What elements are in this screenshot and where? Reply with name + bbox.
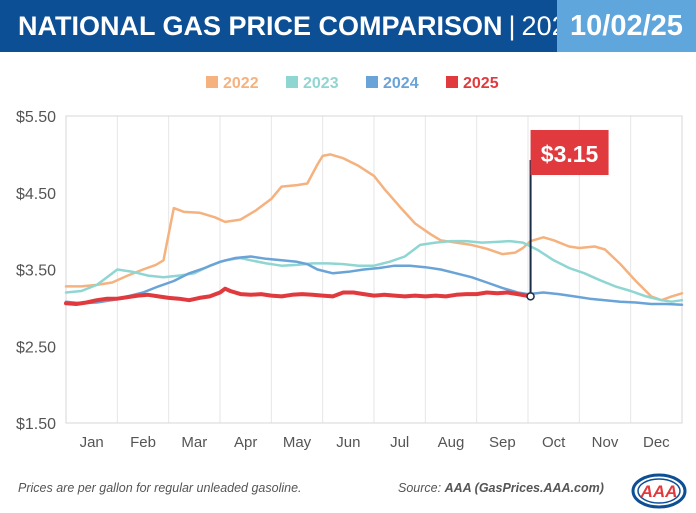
y-tick-label: $4.50 (16, 186, 56, 203)
source-prefix: Source: (398, 481, 445, 495)
series-line-2025 (64, 286, 533, 306)
series-line-2022 (64, 153, 684, 302)
month-label: Feb (130, 434, 156, 451)
logo-text: AAA (640, 482, 678, 501)
callout-marker (526, 292, 535, 301)
month-label: Jun (336, 434, 360, 451)
title-separator: | (508, 11, 516, 41)
month-label: Jul (390, 434, 409, 451)
plot-frame (65, 115, 683, 424)
footnote: Prices are per gallon for regular unlead… (18, 481, 302, 495)
month-label: Jan (80, 434, 104, 451)
date-label: 10/02/25 (570, 10, 683, 42)
series-line-2023 (64, 239, 684, 303)
month-label: Sep (489, 434, 516, 451)
legend-label-2025: 2025 (463, 75, 499, 92)
gas-price-chart: 2022 2023 2024 2025 $5.50 $4.50 $3.50 $2.50 $1.… (0, 52, 696, 470)
series-line-2024 (64, 255, 684, 307)
logo-ring (631, 473, 687, 509)
legend-swatch-2022 (206, 76, 218, 88)
y-tick-label: $2.50 (16, 339, 56, 356)
series-lines (64, 153, 684, 307)
legend-swatch-2025 (446, 76, 458, 88)
price-callout: $3.15 (526, 130, 609, 301)
month-label: Mar (181, 434, 207, 451)
aaa-logo: AAA (631, 473, 687, 509)
y-axis: $5.50 $4.50 $3.50 $2.50 $1.50 (16, 109, 56, 433)
legend-label-2023: 2023 (303, 75, 339, 92)
month-label: May (283, 434, 312, 451)
page-title: NATIONAL GAS PRICE COMPARISON|2022-2025 (18, 10, 651, 42)
logo-inner-ring (637, 478, 681, 504)
footer: Prices are per gallon for regular unlead… (0, 470, 696, 513)
month-label: Oct (542, 434, 566, 451)
callout-box (530, 130, 609, 175)
callout-label: $3.15 (541, 141, 599, 167)
chart-legend: 2022 2023 2024 2025 (206, 75, 499, 92)
source-name: AAA (GasPrices.AAA.com) (444, 481, 604, 495)
month-label: Dec (643, 434, 670, 451)
chart-background (0, 52, 696, 470)
legend-label-2024: 2024 (383, 75, 419, 92)
y-tick-label: $5.50 (16, 109, 56, 126)
x-axis: Jan Feb Mar Apr May Jun Jul Aug Sep Oct Nov Dec (80, 434, 671, 451)
month-label: Apr (234, 434, 257, 451)
month-label: Aug (438, 434, 465, 451)
header-bar: NATIONAL GAS PRICE COMPARISON|2022-2025 … (0, 0, 696, 52)
title-text: NATIONAL GAS PRICE COMPARISON (18, 11, 503, 41)
legend-label-2022: 2022 (223, 75, 259, 92)
y-tick-label: $3.50 (16, 263, 56, 280)
month-label: Nov (592, 434, 619, 451)
y-tick-label: $1.50 (16, 416, 56, 433)
date-badge: 10/02/25 (557, 0, 696, 52)
source-credit: Source: AAA (GasPrices.AAA.com) (398, 481, 604, 495)
legend-swatch-2023 (286, 76, 298, 88)
legend-swatch-2024 (366, 76, 378, 88)
